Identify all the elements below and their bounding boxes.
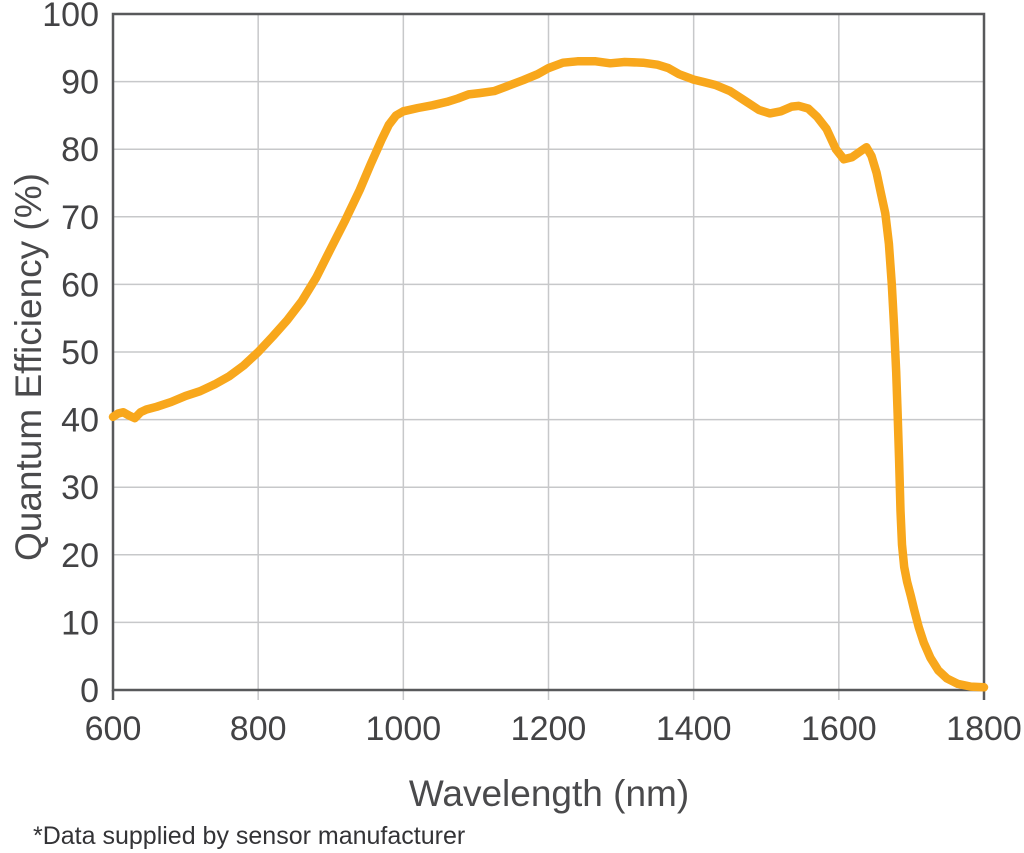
x-tick-label: 1600 <box>801 710 877 748</box>
y-tick-label: 40 <box>61 402 99 440</box>
qe-curve-line <box>108 57 989 692</box>
y-axis-title: Quantum Efficiency (%) <box>8 173 49 561</box>
footnote-text: *Data supplied by sensor manufacturer <box>33 822 465 850</box>
y-tick-label: 0 <box>80 672 99 710</box>
plot-frame <box>111 12 986 692</box>
y-tick-label: 80 <box>61 131 99 169</box>
y-tick-label: 50 <box>61 334 99 372</box>
x-tick-label: 1000 <box>366 710 442 748</box>
y-tick-label: 70 <box>61 199 99 237</box>
y-tick-label: 60 <box>61 266 99 304</box>
y-tick-label: 20 <box>61 537 99 575</box>
axis-ticks <box>111 690 986 700</box>
x-tick-label: 800 <box>230 710 287 748</box>
y-tick-label: 90 <box>61 64 99 102</box>
x-tick-label: 600 <box>85 710 142 748</box>
y-tick-label: 10 <box>61 604 99 642</box>
gridlines <box>113 14 984 690</box>
y-tick-label: 100 <box>42 0 99 34</box>
x-tick-label: 1200 <box>511 710 587 748</box>
x-tick-label: 1400 <box>656 710 732 748</box>
y-tick-label: 30 <box>61 469 99 507</box>
x-tick-label: 1800 <box>946 710 1022 748</box>
x-axis-title: Wavelength (nm) <box>409 773 689 814</box>
y-axis-tick-labels: 0 10 20 30 40 50 60 70 80 90 100 <box>42 0 99 710</box>
x-axis-tick-labels: 600 800 1000 1200 1400 1600 1800 <box>85 710 1022 748</box>
